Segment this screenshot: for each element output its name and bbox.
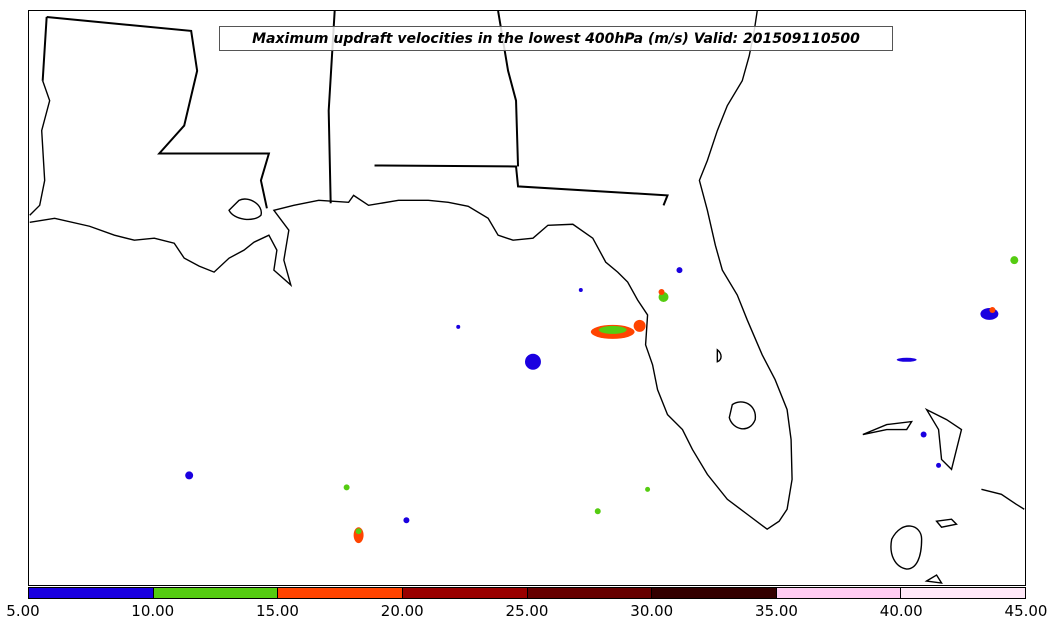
colorbar-segment — [652, 588, 777, 598]
updraft-cell — [633, 319, 646, 332]
colorbar-tick-label: 10.00 — [131, 602, 175, 620]
colorbar-tick-label: 30.00 — [630, 602, 674, 620]
updraft-cell — [896, 357, 917, 362]
updraft-cell — [594, 508, 601, 515]
colorbar-tick-label: 25.00 — [505, 602, 549, 620]
colorbar-tick-label: 40.00 — [879, 602, 923, 620]
colorbar-segment — [402, 588, 528, 598]
map-panel: Maximum updraft velocities in the lowest… — [28, 10, 1026, 586]
colorbar-segment — [527, 588, 653, 598]
updraft-cell — [920, 431, 927, 438]
colorbar-tick-label: 35.00 — [755, 602, 798, 620]
updraft-cells — [185, 256, 1019, 544]
updraft-cell — [185, 471, 194, 480]
updraft-cell — [343, 484, 350, 491]
updraft-cell — [403, 517, 410, 524]
colorbar — [28, 587, 1026, 599]
colorbar-segment — [29, 588, 154, 598]
colorbar-tick-label: 20.00 — [380, 602, 424, 620]
updraft-cell — [645, 486, 651, 492]
colorbar-tick-label: 15.00 — [256, 602, 299, 620]
updraft-cell — [355, 528, 362, 535]
updraft-cell — [989, 306, 996, 313]
updraft-cell — [676, 267, 683, 274]
colorbar-segment — [278, 588, 403, 598]
updraft-cell — [658, 289, 665, 296]
updraft-cell — [936, 462, 942, 468]
map-title: Maximum updraft velocities in the lowest… — [219, 26, 893, 51]
colorbar-tick-label: 5.00 — [6, 602, 40, 620]
updraft-cell — [598, 325, 627, 334]
updraft-cell — [456, 324, 461, 329]
map-canvas — [29, 11, 1025, 584]
coastline — [29, 11, 1025, 584]
updraft-cell — [980, 307, 999, 320]
colorbar-segment — [153, 588, 279, 598]
updraft-cell — [578, 288, 583, 293]
colorbar-segment — [901, 588, 1025, 598]
updraft-cell — [1010, 256, 1019, 265]
colorbar-segment — [776, 588, 902, 598]
colorbar-tick-label: 45.00 — [1004, 602, 1048, 620]
updraft-cell — [525, 353, 541, 370]
